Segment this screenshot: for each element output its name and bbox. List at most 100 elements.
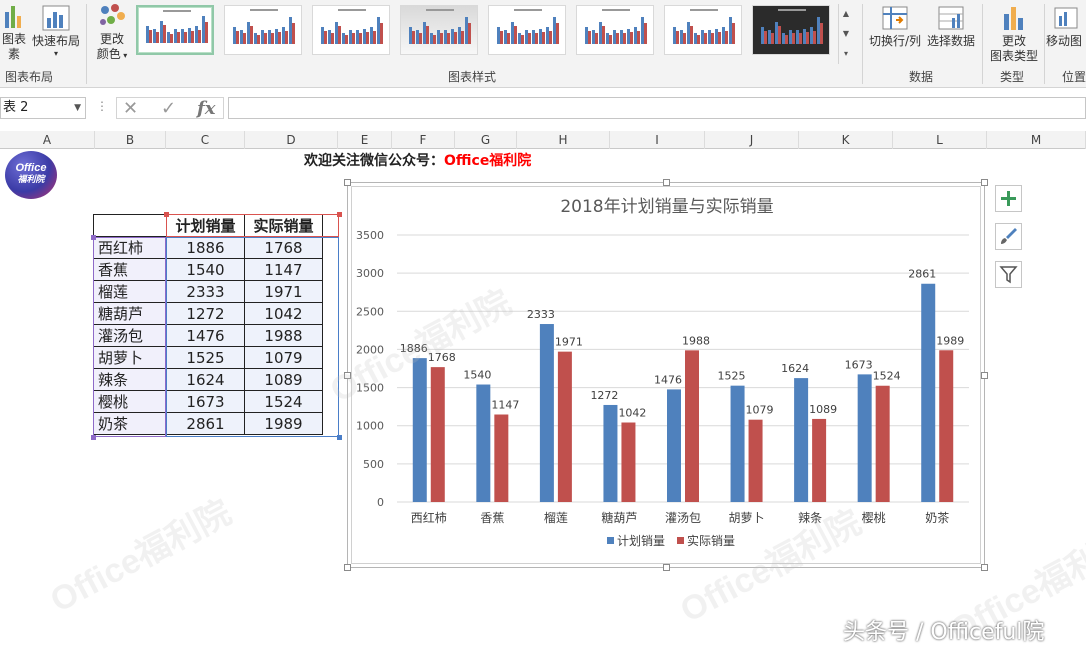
chart-style-thumbnail[interactable] <box>312 5 390 55</box>
cell-name[interactable]: 榴莲 <box>93 280 167 303</box>
column-header-a[interactable]: A <box>0 131 95 149</box>
enter-icon[interactable]: ✓ <box>161 98 177 119</box>
cell-actual[interactable]: 1768 <box>244 236 323 259</box>
cell-plan[interactable]: 1673 <box>166 390 245 413</box>
chart-resize-handle[interactable] <box>981 179 988 186</box>
cell-name[interactable]: 樱桃 <box>93 390 167 413</box>
thumbnail-bar <box>602 26 605 44</box>
chevron-down-icon[interactable]: ▼ <box>74 103 81 113</box>
chart-style-thumbnail[interactable] <box>576 5 654 55</box>
change-chart-type-button[interactable]: 更改 图表类型 <box>986 4 1042 64</box>
chart-style-thumbnail[interactable] <box>488 5 566 55</box>
add-chart-element-button[interactable]: 图表 素 <box>0 4 28 62</box>
range-handle[interactable] <box>337 435 342 440</box>
cell-plan[interactable]: 2861 <box>166 412 245 435</box>
column-header-l[interactable]: L <box>893 131 987 149</box>
table-header-plan[interactable]: 计划销量 <box>166 214 245 237</box>
cell-plan[interactable]: 2333 <box>166 280 245 303</box>
column-header-d[interactable]: D <box>245 131 338 149</box>
chart-style-thumbnail[interactable] <box>136 5 214 55</box>
cell-name[interactable]: 灌汤包 <box>93 324 167 347</box>
cell-name[interactable]: 胡萝卜 <box>93 346 167 369</box>
cell-actual[interactable]: 1989 <box>244 412 323 435</box>
thumbnail-bar <box>796 30 799 44</box>
gallery-more-icon[interactable]: ▾ <box>843 49 848 58</box>
table-header-actual[interactable]: 实际销量 <box>244 214 323 237</box>
insert-function-icon[interactable]: fx <box>197 98 216 119</box>
cell-plan[interactable]: 1525 <box>166 346 245 369</box>
chart-resize-handle[interactable] <box>344 372 351 379</box>
chart-style-thumbnail[interactable] <box>224 5 302 55</box>
cell-actual[interactable]: 1042 <box>244 302 323 325</box>
column-header-m[interactable]: M <box>987 131 1086 149</box>
cell-plan[interactable]: 1624 <box>166 368 245 391</box>
column-header-e[interactable]: E <box>338 131 392 149</box>
column-header-f[interactable]: F <box>392 131 455 149</box>
chart-resize-handle[interactable] <box>981 372 988 379</box>
column-header-j[interactable]: J <box>705 131 799 149</box>
chart-style-thumbnail[interactable] <box>664 5 742 55</box>
gallery-scroll[interactable]: ▲ ▼ ▾ <box>838 4 853 64</box>
chart-style-thumbnail[interactable] <box>752 5 830 55</box>
chart-resize-handle[interactable] <box>663 564 670 571</box>
thumbnail-bar <box>419 33 422 44</box>
column-header-i[interactable]: I <box>610 131 705 149</box>
cell-actual[interactable]: 1147 <box>244 258 323 281</box>
cell-name[interactable]: 辣条 <box>93 368 167 391</box>
cancel-icon[interactable]: ✕ <box>123 98 139 119</box>
range-handle[interactable] <box>164 212 169 217</box>
move-chart-label: 移动图 <box>1046 34 1083 48</box>
column-header-h[interactable]: H <box>517 131 610 149</box>
cell-actual[interactable]: 1079 <box>244 346 323 369</box>
switch-row-column-button[interactable]: 切换行/列 <box>866 4 924 49</box>
table-header-blank[interactable] <box>93 214 167 237</box>
thumbnail-bar <box>458 27 461 44</box>
gallery-down-icon[interactable]: ▼ <box>842 29 850 38</box>
move-chart-button[interactable]: 移动图 <box>1046 4 1086 49</box>
cell-actual[interactable]: 1971 <box>244 280 323 303</box>
chart-styles-button[interactable] <box>995 223 1022 250</box>
column-header-c[interactable]: C <box>166 131 245 149</box>
cell-actual[interactable]: 1988 <box>244 324 323 347</box>
cell-plan[interactable]: 1540 <box>166 258 245 281</box>
column-header-g[interactable]: G <box>455 131 517 149</box>
chart-resize-handle[interactable] <box>663 179 670 186</box>
select-data-icon <box>938 6 964 30</box>
quick-layout-button[interactable]: 快速布局 ▾ <box>30 4 82 59</box>
column-header-k[interactable]: K <box>799 131 893 149</box>
cell-plan[interactable]: 1476 <box>166 324 245 347</box>
range-handle[interactable] <box>91 435 96 440</box>
formula-bar-grip-icon[interactable]: ⋮ <box>96 99 108 113</box>
chart-elements-button[interactable] <box>995 185 1022 212</box>
cell-plan[interactable]: 1886 <box>166 236 245 259</box>
range-handle[interactable] <box>91 235 96 240</box>
data-label: 1673 <box>845 358 873 371</box>
table-row: 樱桃 1673 1524 <box>93 390 323 413</box>
select-data-button[interactable]: 选择数据 <box>924 4 978 49</box>
cell-name[interactable]: 奶茶 <box>93 412 167 435</box>
y-tick-label: 3000 <box>356 267 384 280</box>
cell-actual[interactable]: 1089 <box>244 368 323 391</box>
cell-name[interactable]: 香蕉 <box>93 258 167 281</box>
gallery-up-icon[interactable]: ▲ <box>842 9 850 18</box>
change-colors-button[interactable]: 更改 颜色 ▾ <box>90 2 134 63</box>
cell-actual[interactable]: 1524 <box>244 390 323 413</box>
name-box[interactable]: 表 2 ▼ <box>0 97 86 119</box>
cell-name[interactable]: 西红柿 <box>93 236 167 259</box>
worksheet[interactable]: Office 福利院 欢迎关注微信公众号：Office福利院 计划销量 实际销量… <box>0 149 1086 650</box>
thumbnail-bar <box>525 30 528 44</box>
chart-resize-handle[interactable] <box>344 564 351 571</box>
chart-style-thumbnail[interactable] <box>400 5 478 55</box>
thumbnail-bar <box>644 23 647 44</box>
chart-resize-handle[interactable] <box>981 564 988 571</box>
chart-area[interactable]: 2018年计划销量与实际销量 0 500 1000 1500 2000 2500 3000 35… <box>344 179 988 571</box>
column-header-b[interactable]: B <box>95 131 166 149</box>
cell-name[interactable]: 糖葫芦 <box>93 302 167 325</box>
cell-plan[interactable]: 1272 <box>166 302 245 325</box>
thumbnail-bar <box>184 32 187 43</box>
range-handle[interactable] <box>337 212 342 217</box>
formula-input[interactable] <box>228 97 1086 119</box>
change-chart-type-label-2: 图表类型 <box>989 49 1038 63</box>
chart-filters-button[interactable] <box>995 261 1022 288</box>
chart-resize-handle[interactable] <box>344 179 351 186</box>
